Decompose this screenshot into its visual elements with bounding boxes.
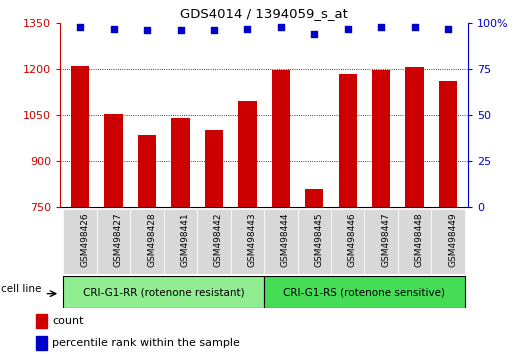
Text: GSM498442: GSM498442 — [214, 212, 223, 267]
Point — [210, 28, 218, 33]
Text: GSM498443: GSM498443 — [247, 212, 256, 267]
FancyBboxPatch shape — [365, 209, 398, 274]
Point — [109, 26, 118, 32]
Point — [243, 26, 252, 32]
FancyBboxPatch shape — [130, 209, 164, 274]
FancyBboxPatch shape — [264, 209, 298, 274]
Point — [444, 26, 452, 32]
Bar — [138, 135, 156, 354]
Point — [377, 24, 385, 29]
Bar — [305, 189, 323, 354]
Bar — [205, 130, 223, 354]
Text: GSM498448: GSM498448 — [415, 212, 424, 267]
Bar — [271, 70, 290, 354]
Text: GSM498428: GSM498428 — [147, 212, 156, 267]
Text: CRI-G1-RR (rotenone resistant): CRI-G1-RR (rotenone resistant) — [83, 287, 245, 297]
FancyBboxPatch shape — [63, 209, 97, 274]
Text: GSM498447: GSM498447 — [381, 212, 390, 267]
Bar — [36, 314, 48, 329]
FancyBboxPatch shape — [298, 209, 331, 274]
Text: GSM498444: GSM498444 — [281, 212, 290, 267]
Point — [76, 24, 84, 29]
Bar — [238, 101, 257, 354]
FancyBboxPatch shape — [431, 209, 465, 274]
Point — [176, 28, 185, 33]
Bar — [172, 118, 190, 354]
Title: GDS4014 / 1394059_s_at: GDS4014 / 1394059_s_at — [180, 7, 348, 21]
Bar — [105, 114, 123, 354]
FancyBboxPatch shape — [231, 209, 264, 274]
Text: CRI-G1-RS (rotenone sensitive): CRI-G1-RS (rotenone sensitive) — [283, 287, 446, 297]
Point — [143, 28, 151, 33]
Text: percentile rank within the sample: percentile rank within the sample — [52, 338, 240, 348]
FancyBboxPatch shape — [164, 209, 197, 274]
FancyBboxPatch shape — [63, 276, 264, 308]
FancyBboxPatch shape — [97, 209, 130, 274]
Text: GSM498446: GSM498446 — [348, 212, 357, 267]
Text: cell line: cell line — [1, 284, 42, 294]
Point — [310, 31, 319, 37]
Bar — [338, 74, 357, 354]
Text: GSM498445: GSM498445 — [314, 212, 323, 267]
Text: count: count — [52, 316, 84, 326]
Bar — [439, 81, 457, 354]
FancyBboxPatch shape — [398, 209, 431, 274]
Bar — [71, 66, 89, 354]
Text: GSM498427: GSM498427 — [113, 212, 123, 267]
FancyBboxPatch shape — [197, 209, 231, 274]
Point — [344, 26, 352, 32]
Point — [277, 24, 285, 29]
FancyBboxPatch shape — [264, 276, 465, 308]
Bar — [36, 336, 48, 350]
Point — [411, 24, 419, 29]
FancyBboxPatch shape — [331, 209, 365, 274]
Bar — [405, 67, 424, 354]
Text: GSM498441: GSM498441 — [180, 212, 189, 267]
Text: GSM498426: GSM498426 — [80, 212, 89, 267]
Bar — [372, 70, 390, 354]
Text: GSM498449: GSM498449 — [448, 212, 457, 267]
